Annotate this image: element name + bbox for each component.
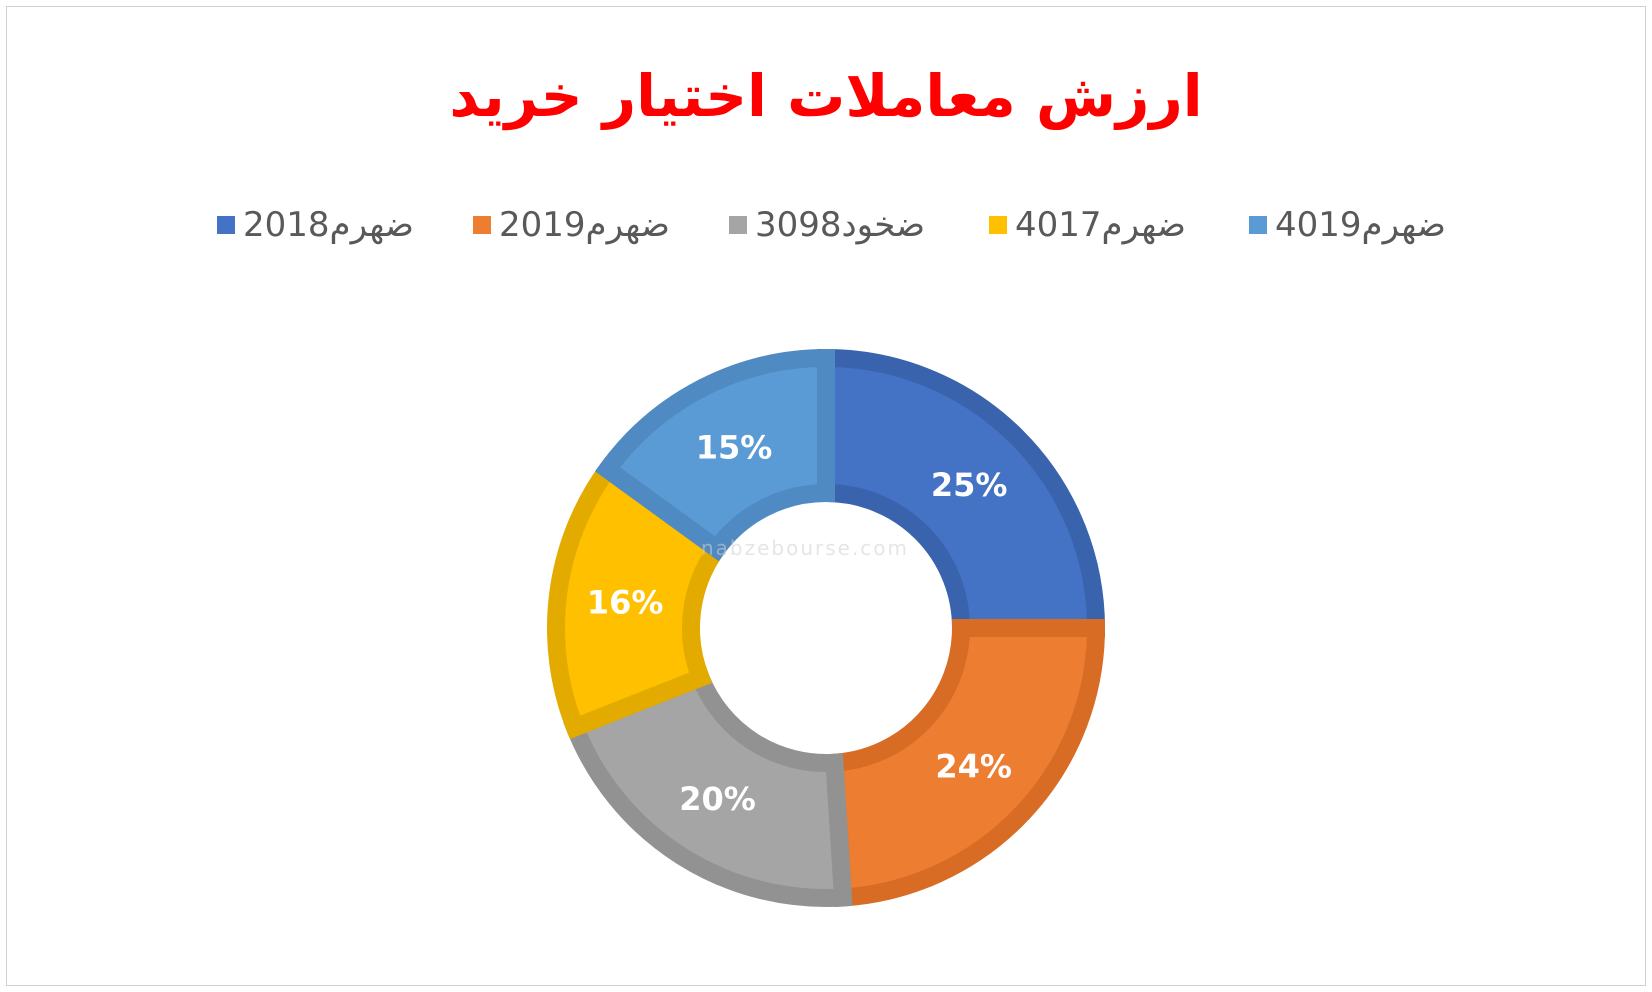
chart-title: ارزش معاملات اختیار خرید (449, 62, 1203, 130)
legend-item-2: ضهرم2019 (473, 203, 670, 247)
legend-swatch-4 (989, 216, 1007, 234)
legend-swatch-3 (729, 216, 747, 234)
chart-legend: ضهرم2018 ضهرم2019 ضخود3098 ضهرم4017 ضهرم… (7, 203, 1645, 247)
data-label-4: 16% (587, 584, 664, 622)
data-label-5: 15% (696, 429, 773, 467)
watermark: nabzebourse.com (701, 536, 909, 560)
legend-item-3: ضخود3098 (729, 203, 925, 247)
donut-slice-5 (594, 348, 835, 562)
legend-item-1: ضهرم2018 (217, 203, 414, 247)
legend-label-2: ضهرم2019 (499, 205, 670, 245)
donut-slice-2 (824, 619, 1106, 908)
legend-swatch-5 (1249, 216, 1267, 234)
donut-slice-3 (563, 666, 853, 907)
legend-item-4: ضهرم4017 (989, 203, 1186, 247)
data-label-3: 20% (679, 780, 756, 818)
watermark-text: nabzebourse.com (701, 536, 909, 560)
legend-label-1: ضهرم2018 (243, 205, 414, 245)
legend-item-5: ضهرم4019 (1249, 203, 1446, 247)
legend-swatch-1 (217, 216, 235, 234)
legend-swatch-2 (473, 216, 491, 234)
data-label-2: 24% (935, 748, 1012, 786)
legend-label-3: ضخود3098 (755, 205, 926, 245)
donut-labels: 25% 24% 20% 16% 15% (587, 429, 1012, 818)
legend-label-4: ضهرم4017 (1015, 205, 1186, 245)
donut-slice-1 (817, 348, 1106, 637)
data-label-1: 25% (931, 466, 1008, 504)
donut-slices (547, 348, 1106, 908)
legend-label-5: ضهرم4019 (1275, 205, 1446, 245)
